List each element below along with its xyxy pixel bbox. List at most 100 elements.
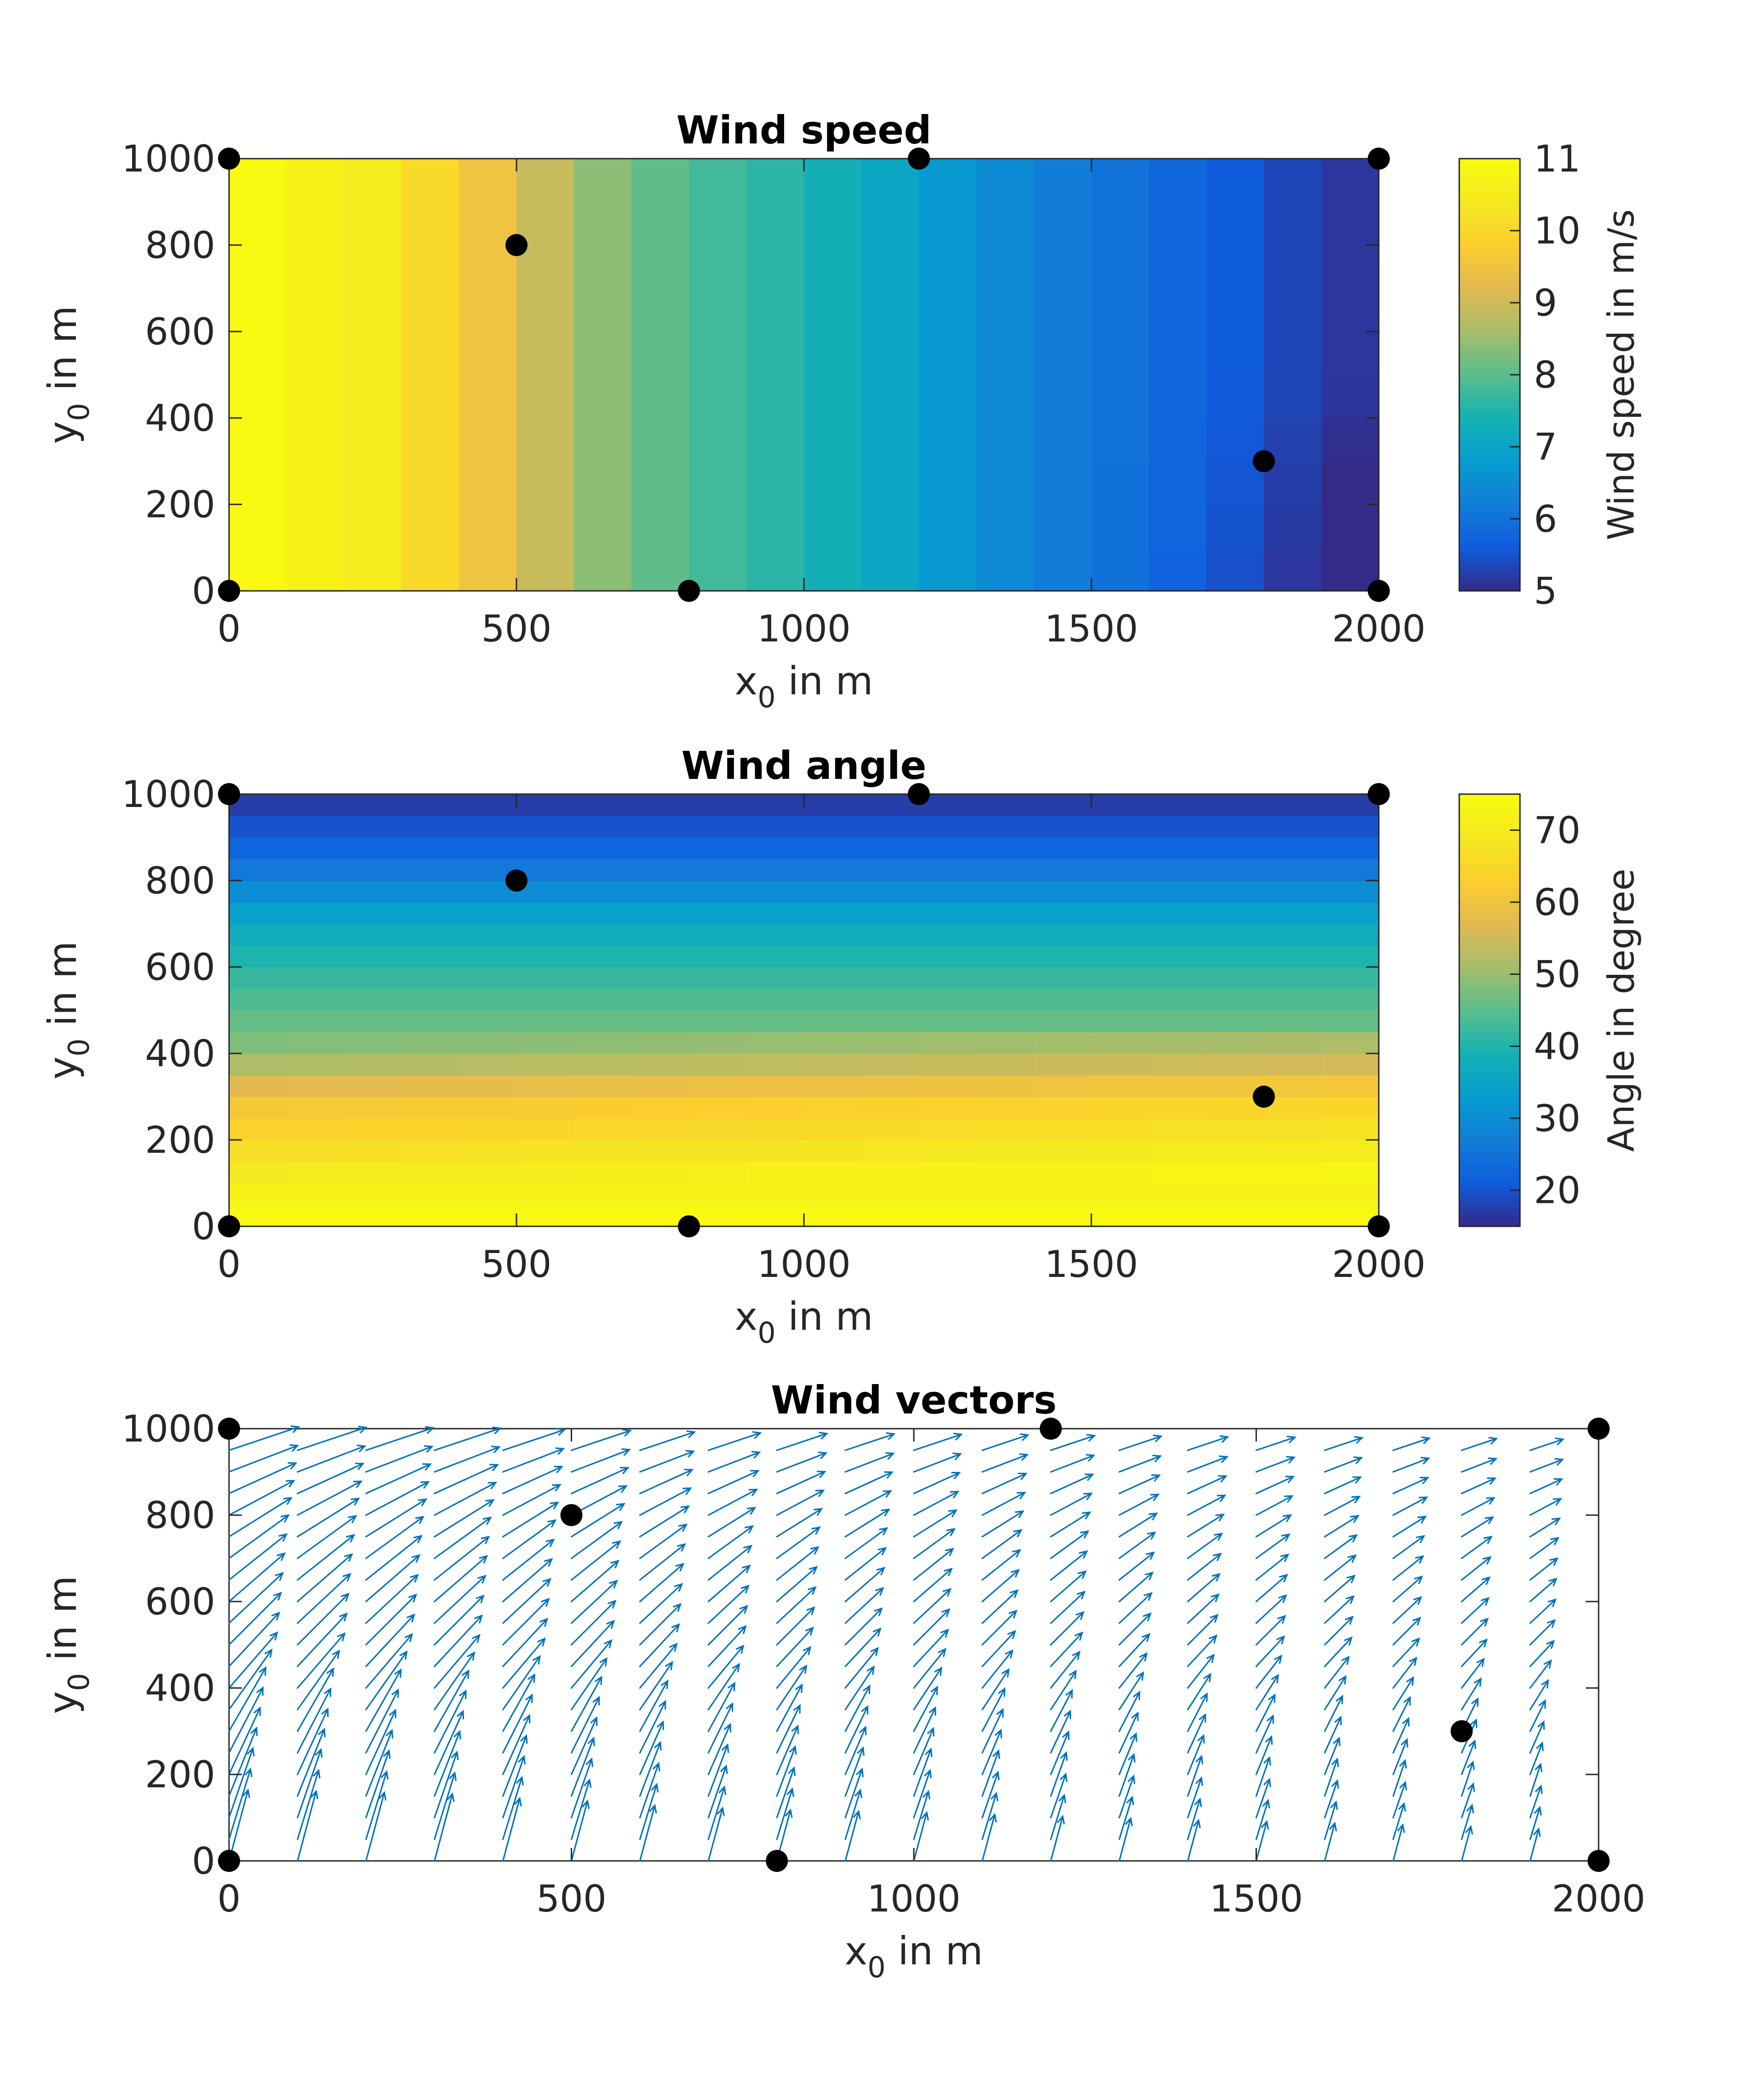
heatmap-cell (746, 548, 804, 591)
colorbar-step (1459, 1154, 1520, 1158)
y-tick-label: 600 (145, 1580, 215, 1623)
colorbar-step (1459, 295, 1520, 300)
heatmap-cell (1206, 288, 1264, 332)
heatmap-cell (1321, 375, 1379, 418)
wind-arrow (228, 1444, 299, 1473)
wind-arrow (1187, 1634, 1218, 1667)
wind-arrow (1529, 1458, 1564, 1473)
colorbar-step (1459, 475, 1520, 480)
wind-arrow (707, 1722, 732, 1775)
colorbar-step (1459, 852, 1520, 856)
heatmap-cell (574, 548, 632, 591)
colorbar-step (1459, 812, 1520, 816)
heatmap-cell (1264, 794, 1322, 816)
colorbar-step (1459, 533, 1520, 538)
y-tick-label: 400 (145, 1667, 215, 1710)
heatmap-cell (401, 816, 459, 838)
wind-vectors-x-axis-label: x0 in m (845, 1928, 983, 1984)
wind-arrow (570, 1675, 602, 1732)
heatmap-cell (1034, 1075, 1092, 1097)
heatmap-cell (746, 1032, 804, 1054)
wind-arrow (981, 1529, 1023, 1559)
heatmap-cell (401, 504, 459, 548)
colorbar-step (1459, 241, 1520, 246)
wind-arrow (844, 1627, 882, 1667)
colorbar-step (1459, 443, 1520, 447)
wind-arrow (1461, 1803, 1474, 1840)
heatmap-cell (459, 245, 517, 289)
heatmap-cell (631, 859, 689, 881)
wind-arrow (1255, 1436, 1296, 1451)
wind-arrow (434, 1792, 455, 1862)
heatmap-cell (861, 1205, 919, 1227)
heatmap-cell (919, 945, 977, 967)
heatmap-cell (861, 902, 919, 924)
colorbar-step (1459, 1039, 1520, 1043)
heatmap-cell (976, 418, 1034, 462)
colorbar-step (1459, 183, 1520, 188)
colorbar-step (1459, 855, 1520, 859)
heatmap-cell (976, 245, 1034, 289)
colorbar-step (1459, 1082, 1520, 1087)
heatmap-cell (919, 461, 977, 505)
heatmap-cell (1091, 837, 1149, 859)
colorbar-step (1459, 1050, 1520, 1054)
wind-arrow (639, 1562, 685, 1602)
heatmap-cell (1264, 461, 1322, 505)
wind-arrow (297, 1612, 348, 1667)
wind-arrow (297, 1632, 346, 1689)
heatmap-cell (516, 967, 574, 989)
colorbar-step (1459, 522, 1520, 526)
heatmap-cell (344, 1075, 402, 1097)
heatmap-cell (976, 1053, 1034, 1076)
wind-arrow (297, 1728, 326, 1797)
heatmap-cell (344, 1118, 402, 1140)
heatmap-cell (1149, 1032, 1207, 1054)
colorbar-step (1459, 1122, 1520, 1126)
wind-arrow (1187, 1552, 1222, 1581)
wind-arrow (1324, 1757, 1339, 1797)
heatmap-cell (689, 924, 747, 946)
wind-arrow (1118, 1474, 1161, 1494)
wind-arrow (434, 1482, 498, 1516)
wind-arrow (1255, 1614, 1286, 1646)
heatmap-cell (861, 202, 919, 246)
wind-arrow (913, 1747, 933, 1797)
wind-arrow (365, 1708, 396, 1775)
colorbar-step (1459, 902, 1520, 906)
wind-arrow (365, 1498, 428, 1538)
heatmap-cell (1149, 967, 1207, 989)
heatmap-cell (401, 288, 459, 332)
wind-arrow (1255, 1594, 1287, 1624)
wind-arrow (913, 1528, 956, 1559)
heatmap-cell (804, 332, 862, 375)
colorbar-step (1459, 942, 1520, 946)
colorbar-step (1459, 1125, 1520, 1130)
heatmap-cell (631, 159, 689, 202)
heatmap-cell (287, 1053, 344, 1076)
wind-arrow (228, 1706, 261, 1775)
wind-arrow (1529, 1498, 1562, 1516)
y-tick-label: 600 (145, 310, 215, 353)
wind-arrow (570, 1778, 591, 1840)
wind-speed-x-axis-label: x0 in m (735, 658, 873, 714)
heatmap-cell (1206, 1032, 1264, 1054)
colorbar-step (1459, 162, 1520, 166)
colorbar-step (1459, 306, 1520, 310)
y-tick-label: 200 (145, 1753, 215, 1796)
heatmap-cell (287, 837, 344, 859)
heatmap-cell (689, 945, 747, 967)
heatmap-cell (344, 816, 402, 838)
wind-arrow (639, 1803, 657, 1862)
wind-vector-field (228, 1425, 1565, 1862)
wind-arrow (776, 1489, 825, 1516)
heatmap-cell (1091, 1118, 1149, 1140)
heatmap-cell (401, 245, 459, 289)
heatmap-cell (1091, 859, 1149, 881)
wind-arrow (1255, 1533, 1291, 1559)
colorbar-step (1459, 216, 1520, 220)
heatmap-cell (1321, 1075, 1379, 1097)
wind-arrow (502, 1637, 546, 1689)
heatmap-cell (459, 837, 517, 859)
heatmap-cell (229, 245, 287, 289)
